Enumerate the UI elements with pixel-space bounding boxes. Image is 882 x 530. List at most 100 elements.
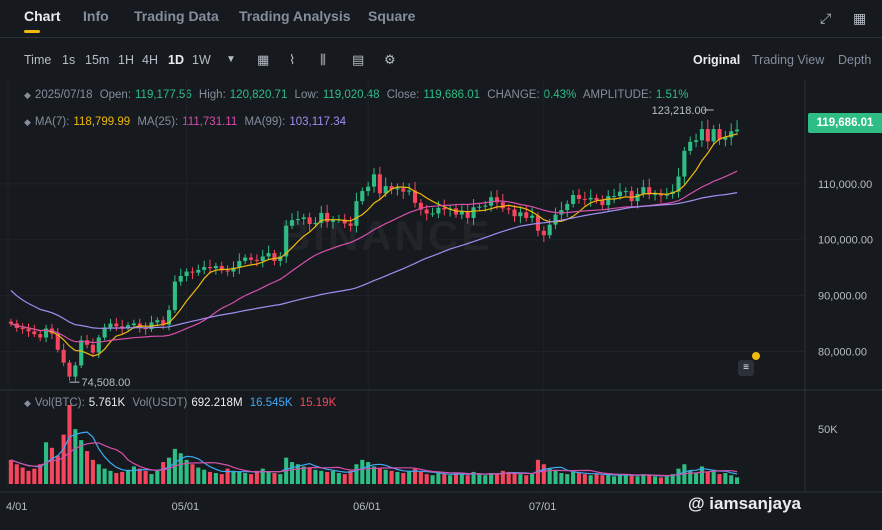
view-depth[interactable]: Depth bbox=[838, 53, 872, 67]
candle-body bbox=[20, 328, 25, 330]
volume-bar bbox=[120, 471, 125, 484]
candle-body bbox=[623, 191, 628, 193]
expand-icon[interactable]: ⤢ bbox=[820, 10, 832, 26]
calendar-icon[interactable]: ▦ bbox=[257, 52, 270, 67]
ma25-label: MA(25): bbox=[137, 116, 179, 128]
candle-body bbox=[641, 187, 646, 194]
high-marker-label: 123,218.00 bbox=[652, 105, 707, 117]
candle-body bbox=[161, 320, 166, 325]
ma7-label: MA(7): bbox=[34, 116, 70, 128]
more-timeframes-dropdown-icon[interactable]: ▼ bbox=[226, 54, 236, 65]
volume-ma10-line bbox=[10, 442, 738, 477]
candle-body bbox=[582, 198, 587, 200]
candle-type-icon[interactable]: ⫼ bbox=[320, 52, 326, 67]
volume-bar bbox=[588, 475, 593, 484]
candle-body bbox=[371, 174, 377, 187]
volume-bar bbox=[401, 473, 406, 484]
ma99-label: MA(99): bbox=[244, 116, 286, 128]
volume-bar bbox=[225, 468, 230, 484]
timeframe-1d[interactable]: 1D bbox=[168, 53, 184, 67]
volume-bar bbox=[465, 475, 470, 484]
price-alert-icon[interactable]: ≡ bbox=[738, 360, 754, 376]
candle-body bbox=[694, 140, 699, 142]
candle-body bbox=[547, 224, 552, 236]
tab-trading-analysis[interactable]: Trading Analysis bbox=[239, 8, 351, 24]
volume-bar bbox=[448, 475, 453, 484]
candle-body bbox=[254, 259, 259, 261]
candle-body bbox=[717, 129, 722, 140]
candle-body bbox=[524, 212, 529, 218]
chart-layout-icon[interactable]: ▤ bbox=[352, 52, 365, 67]
volume-bar bbox=[354, 464, 359, 484]
candle-body bbox=[576, 195, 582, 199]
candle-body bbox=[202, 267, 207, 270]
candle-body bbox=[248, 257, 254, 260]
indicator-icon[interactable]: ⌇ bbox=[289, 52, 296, 67]
tab-chart[interactable]: Chart bbox=[24, 8, 61, 24]
tab-info[interactable]: Info bbox=[83, 8, 109, 24]
candle-body bbox=[225, 270, 230, 272]
volume-bar bbox=[412, 468, 418, 484]
timeframe-1s[interactable]: 1s bbox=[62, 53, 76, 67]
tab-square[interactable]: Square bbox=[368, 8, 416, 24]
volume-bar bbox=[79, 440, 84, 484]
candle-body bbox=[366, 186, 371, 192]
volume-bar bbox=[717, 474, 722, 484]
settings-gear-icon[interactable]: ⚙ bbox=[384, 52, 396, 67]
candle-body bbox=[653, 193, 658, 195]
candle-body bbox=[26, 329, 31, 332]
candle-body bbox=[541, 230, 546, 236]
candle-body bbox=[412, 190, 418, 203]
volume-bar bbox=[348, 470, 353, 484]
binance-watermark: BINANCE bbox=[280, 212, 493, 259]
volume-bar bbox=[161, 462, 166, 484]
volume-bar bbox=[231, 470, 236, 484]
volume-bar bbox=[471, 471, 476, 484]
candle-body bbox=[79, 340, 84, 366]
volume-bar bbox=[547, 468, 552, 484]
candle-body bbox=[32, 331, 37, 335]
timeframe-1w[interactable]: 1W bbox=[192, 53, 211, 67]
timeframe-1h[interactable]: 1H bbox=[118, 53, 134, 67]
volume-bar bbox=[102, 468, 107, 484]
candle-body bbox=[278, 256, 283, 261]
volume-bar bbox=[664, 475, 669, 484]
low-marker-label: 74,508.00 bbox=[81, 377, 130, 389]
volume-bar bbox=[483, 475, 488, 484]
volume-bar bbox=[266, 471, 271, 484]
candle-body bbox=[190, 271, 195, 273]
collapse-arrow-icon[interactable]: ◆ bbox=[24, 90, 31, 100]
candle-body bbox=[401, 188, 406, 192]
volume-bar bbox=[149, 474, 154, 484]
view-original[interactable]: Original bbox=[693, 53, 741, 67]
collapse-arrow-icon[interactable]: ◆ bbox=[24, 398, 31, 408]
timeframe-15m[interactable]: 15m bbox=[85, 53, 110, 67]
timeframe-time[interactable]: Time bbox=[24, 53, 52, 67]
volume-bar bbox=[489, 473, 494, 484]
candle-body bbox=[588, 197, 593, 200]
candle-body bbox=[418, 202, 423, 210]
timeframe-4h[interactable]: 4H bbox=[142, 53, 158, 67]
amplitude-value: 1.51% bbox=[655, 89, 689, 101]
volume-bar bbox=[711, 469, 716, 484]
candle-body bbox=[711, 129, 716, 142]
high-value: 120,820.71 bbox=[229, 89, 288, 101]
view-trading-view[interactable]: Trading View bbox=[752, 53, 825, 67]
candle-body bbox=[172, 281, 177, 311]
volume-bar bbox=[600, 475, 605, 484]
high-label: High: bbox=[198, 89, 226, 101]
volume-bar bbox=[512, 473, 517, 484]
candle-body bbox=[494, 197, 500, 203]
grid-layout-icon[interactable]: ▦ bbox=[853, 10, 867, 26]
volume-bar bbox=[694, 473, 699, 484]
volume-bar bbox=[260, 468, 265, 484]
collapse-arrow-icon[interactable]: ◆ bbox=[24, 117, 31, 127]
candle-body bbox=[301, 217, 306, 220]
volume-bar bbox=[494, 474, 500, 484]
candle-body bbox=[289, 220, 295, 226]
tab-trading-data[interactable]: Trading Data bbox=[134, 8, 219, 24]
low-value: 119,020.48 bbox=[322, 89, 380, 101]
candle-body bbox=[155, 320, 160, 323]
candle-body bbox=[8, 321, 13, 324]
